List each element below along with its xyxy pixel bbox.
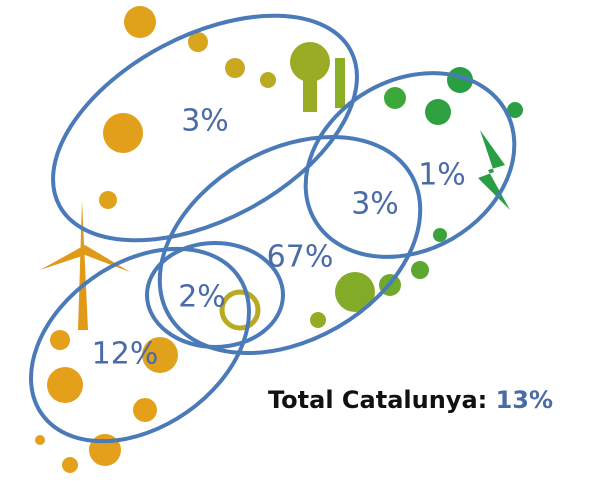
page: 3% 1% 3% 67% 2% 12% Total Catalunya: 13%… xyxy=(0,0,599,486)
region-label: 2% xyxy=(178,280,226,315)
region-label: 12% xyxy=(92,337,159,372)
diagram: 3% 1% 3% 67% 2% 12% Total Catalunya: 13% xyxy=(0,0,599,486)
region-label: 1% xyxy=(418,158,466,193)
total-value: 13% xyxy=(496,386,553,414)
total-label: Total Catalunya: 13% xyxy=(268,386,553,414)
region-label: 3% xyxy=(351,187,399,222)
region-label: 3% xyxy=(181,104,229,139)
region-label: 67% xyxy=(267,240,334,275)
total-caption: Total Catalunya: xyxy=(268,386,487,414)
